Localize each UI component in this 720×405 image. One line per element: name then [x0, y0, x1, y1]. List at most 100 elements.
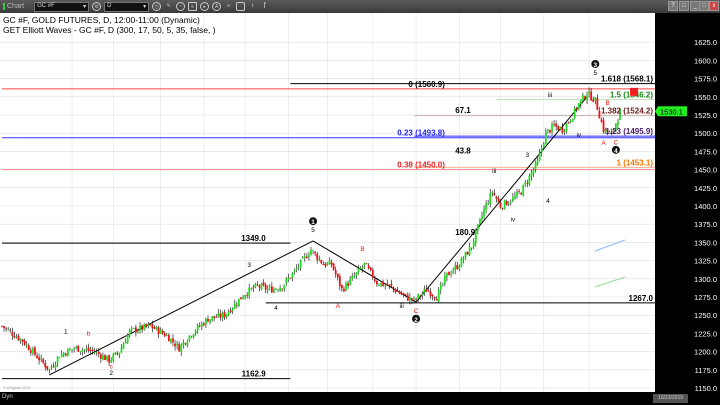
alert-icon[interactable]: A	[212, 2, 222, 11]
candle-body	[165, 334, 168, 336]
candle-body	[260, 284, 263, 289]
candle-body	[483, 208, 485, 217]
candle	[205, 317, 207, 328]
candle	[279, 284, 281, 292]
candle	[95, 348, 98, 356]
facebook-icon[interactable]: f	[263, 1, 266, 10]
candle	[437, 286, 440, 303]
candle	[310, 246, 312, 256]
pencil-icon[interactable]: ✎	[166, 3, 171, 9]
candle	[390, 279, 393, 288]
help-button[interactable]: ?	[668, 1, 678, 11]
candle-body	[291, 272, 294, 278]
candle-body	[56, 356, 59, 364]
candle-body	[559, 127, 562, 130]
maximize-button[interactable]: □	[699, 1, 709, 11]
candle-body	[67, 348, 69, 357]
price-axis[interactable]	[655, 13, 720, 392]
candle	[106, 355, 108, 362]
settings-icon[interactable]: ⚙	[92, 2, 102, 11]
y-tick-label: 1175.0	[695, 366, 717, 375]
candle-body	[487, 203, 490, 204]
candle	[29, 347, 32, 356]
candle-body	[283, 284, 286, 290]
wave-label: 3	[525, 152, 529, 159]
candle-body	[196, 325, 199, 331]
candle	[277, 288, 279, 293]
candle-body	[200, 323, 203, 327]
close-button[interactable]: x	[709, 1, 719, 11]
candle	[256, 280, 259, 287]
candle	[69, 347, 71, 351]
candle	[485, 200, 487, 214]
dynamic-toggle[interactable]: Dyn	[2, 394, 13, 400]
candle	[238, 298, 240, 307]
stop-target-tag	[630, 87, 638, 96]
candle	[124, 338, 127, 344]
candle	[34, 345, 36, 357]
comment-icon[interactable]	[236, 2, 246, 11]
candle	[170, 338, 172, 344]
candle-body	[518, 191, 520, 192]
candle-body	[427, 290, 430, 292]
candle-body	[612, 129, 615, 131]
candle	[217, 309, 220, 318]
y-tick-label: 1200.0	[694, 348, 717, 357]
clock-icon[interactable]: ◷	[152, 2, 162, 11]
interval-select[interactable]: D	[104, 1, 150, 12]
candle-body	[450, 273, 452, 275]
candle	[268, 284, 271, 291]
studies-icon[interactable]: ≡	[188, 2, 198, 11]
candle	[114, 351, 117, 355]
candle	[324, 262, 327, 268]
wave-label: 4	[274, 305, 278, 312]
candle-body	[83, 349, 86, 351]
symbol-select[interactable]: GC #F	[34, 1, 90, 12]
candle	[528, 173, 531, 187]
candle-body	[194, 331, 197, 334]
wave-label: B	[360, 246, 364, 253]
candle-body	[116, 352, 119, 354]
candle-body	[524, 182, 527, 185]
candle	[83, 349, 86, 355]
candle	[433, 296, 436, 301]
trend-line	[415, 96, 588, 303]
candle	[507, 201, 510, 207]
twitter-icon[interactable]: t	[251, 3, 254, 9]
candle	[139, 322, 141, 334]
candle	[48, 368, 51, 374]
wave-circle	[611, 145, 620, 154]
candle-body	[544, 131, 547, 145]
candle	[376, 277, 378, 287]
candle	[186, 339, 189, 348]
candle-body	[176, 343, 178, 346]
candle	[458, 264, 461, 272]
candle-body	[48, 369, 51, 370]
candle-body	[326, 263, 329, 266]
candle-body	[411, 298, 413, 301]
candle	[15, 333, 18, 339]
link-icon[interactable]: ∞	[226, 3, 231, 9]
candle	[619, 108, 621, 120]
candle-body	[213, 316, 216, 318]
time-axis[interactable]: Dyn 10/23/2019	[0, 392, 720, 405]
candle-body	[17, 335, 20, 341]
candle	[285, 276, 288, 286]
candle	[483, 205, 485, 220]
candle-body	[262, 282, 265, 286]
wave-circled-label: 2	[412, 314, 421, 324]
candle-body	[207, 318, 209, 322]
y-tick-label: 1475.0	[694, 147, 717, 156]
indicator-icon[interactable]: ~	[176, 2, 186, 11]
candle	[406, 292, 409, 302]
level-label: 1.618 (1568.1)	[601, 75, 653, 84]
candle	[549, 129, 551, 134]
candle-body	[104, 355, 106, 361]
candle	[466, 251, 469, 255]
float-button[interactable]: □	[679, 1, 689, 11]
wave-circle	[591, 59, 600, 68]
price-chart[interactable]: 1150.0 1175.0 1200.0 1225.0 1250.0 1275.0 1300…	[0, 13, 720, 392]
play-icon[interactable]: ▸	[200, 2, 210, 11]
chart-title: Chart	[0, 3, 28, 10]
candle-body	[295, 268, 298, 270]
